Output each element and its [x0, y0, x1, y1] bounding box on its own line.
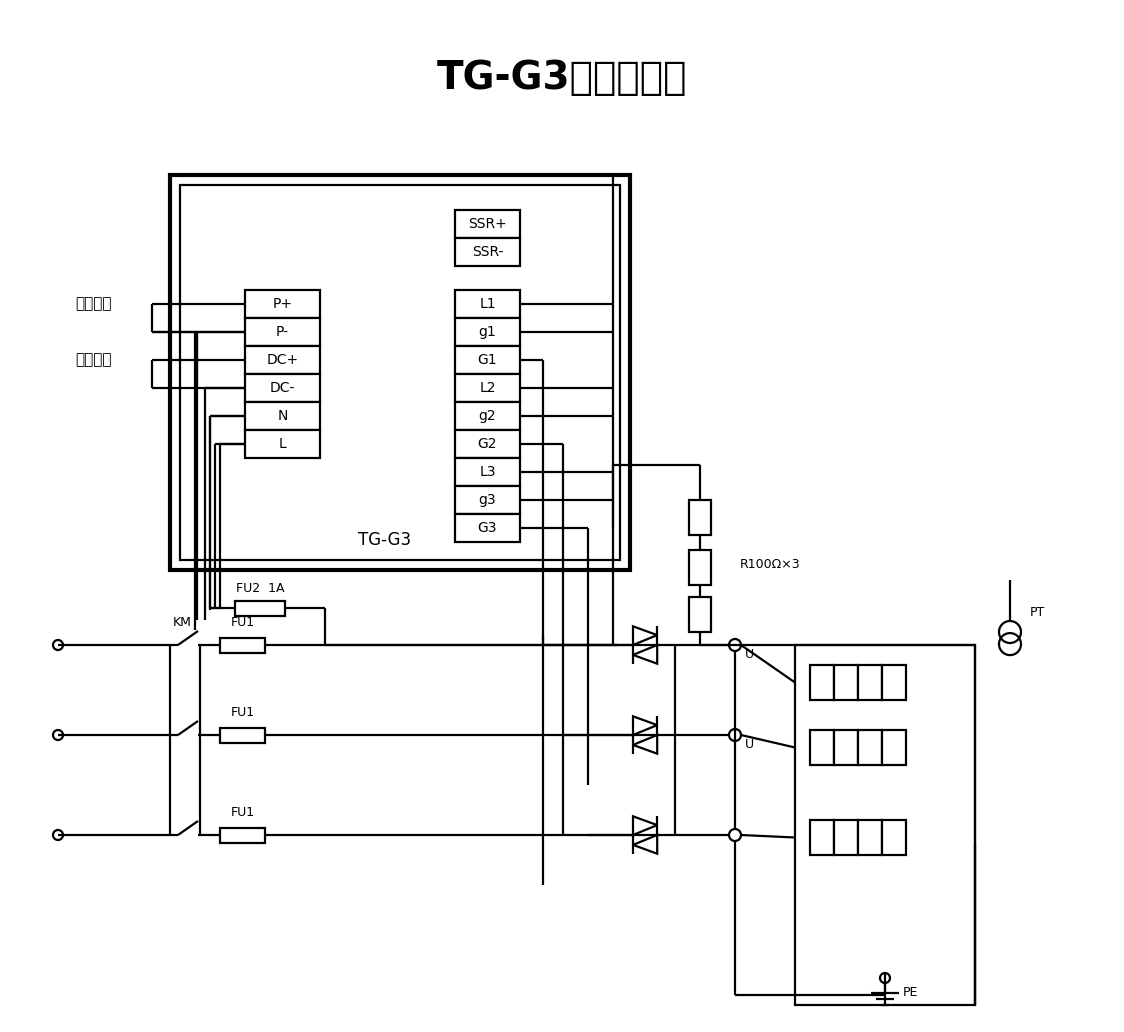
Bar [455, 209, 520, 238]
Text: P-: P- [277, 325, 289, 338]
Text: G1: G1 [478, 353, 497, 367]
Bar [455, 402, 520, 430]
Bar [245, 318, 320, 346]
Text: G3: G3 [478, 521, 497, 535]
Bar [455, 458, 520, 486]
Text: DC+: DC+ [266, 353, 299, 367]
Bar [455, 486, 520, 514]
Text: g1: g1 [479, 325, 497, 338]
Bar [220, 728, 265, 743]
Bar [810, 730, 834, 765]
Bar [795, 645, 975, 1005]
Text: L: L [279, 437, 287, 451]
Bar [245, 290, 320, 318]
Text: DC-: DC- [270, 381, 296, 395]
Bar [235, 601, 285, 616]
Text: KM: KM [173, 616, 191, 630]
Bar [220, 828, 265, 843]
Bar [689, 550, 711, 585]
Bar [882, 820, 906, 854]
Text: N: N [278, 409, 288, 423]
Text: TG-G3接线参考图: TG-G3接线参考图 [437, 59, 687, 97]
Text: U: U [744, 648, 753, 662]
Text: FU1: FU1 [230, 806, 254, 819]
Text: L1: L1 [479, 297, 496, 311]
Text: R100Ω×3: R100Ω×3 [740, 558, 800, 572]
Text: SSR+: SSR+ [468, 217, 507, 231]
Bar [834, 665, 858, 700]
Bar [882, 730, 906, 765]
Bar [245, 346, 320, 374]
Bar [689, 499, 711, 535]
Text: U: U [744, 739, 753, 751]
Bar [245, 430, 320, 458]
Text: FU1: FU1 [230, 707, 254, 719]
Bar [220, 638, 265, 653]
Bar [810, 820, 834, 854]
Bar [834, 730, 858, 765]
Bar [882, 665, 906, 700]
Bar [245, 374, 320, 402]
Bar [858, 730, 882, 765]
Bar [810, 665, 834, 700]
Text: FU2  1A: FU2 1A [236, 581, 284, 594]
Bar [689, 596, 711, 632]
Text: P+: P+ [272, 297, 292, 311]
Bar [858, 665, 882, 700]
Text: g2: g2 [479, 409, 497, 423]
Text: G2: G2 [478, 437, 497, 451]
Text: SSR-: SSR- [472, 245, 504, 259]
Text: PT: PT [1030, 606, 1045, 618]
Text: 外来信号: 外来信号 [75, 353, 112, 367]
Bar [455, 430, 520, 458]
Bar [170, 175, 629, 570]
Text: L2: L2 [479, 381, 496, 395]
Text: g3: g3 [479, 493, 497, 507]
Text: PE: PE [903, 987, 918, 1000]
Bar [455, 514, 520, 542]
Text: FU1: FU1 [230, 616, 254, 630]
Bar [245, 402, 320, 430]
Bar [455, 290, 520, 318]
Bar [455, 318, 520, 346]
Bar [455, 346, 520, 374]
Text: 保护信号: 保护信号 [75, 296, 112, 312]
Bar [180, 185, 620, 560]
Text: TG-G3: TG-G3 [359, 531, 411, 549]
Text: L3: L3 [479, 465, 496, 479]
Bar [834, 820, 858, 854]
Bar [858, 820, 882, 854]
Bar [455, 374, 520, 402]
Bar [455, 238, 520, 266]
